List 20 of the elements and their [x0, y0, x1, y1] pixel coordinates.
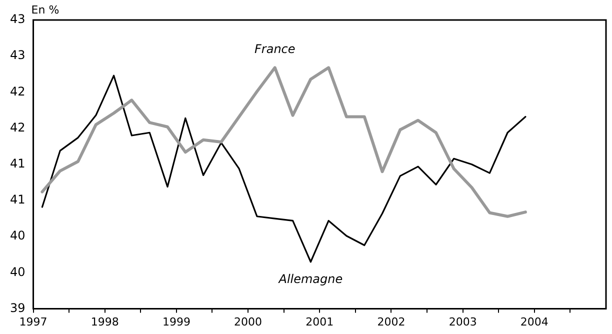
y-tick-label: 40 [10, 228, 26, 243]
y-tick-label: 39 [10, 300, 26, 315]
series-label: Allemagne [278, 272, 343, 286]
series-label: France [254, 42, 296, 56]
x-tick-label: 2004 [520, 315, 548, 328]
y-tick-label: 42 [10, 84, 26, 98]
x-tick-label: 2002 [377, 315, 406, 328]
y-axis-title: En % [31, 3, 60, 16]
y-tick-label: 41 [10, 192, 26, 207]
y-tick-label: 43 [10, 48, 26, 62]
y-tick-label: 43 [10, 12, 26, 26]
x-tick-label: 1998 [90, 315, 119, 328]
x-tick-label: 2000 [234, 315, 262, 328]
y-tick-label: 40 [10, 264, 26, 279]
y-tick-label: 42 [10, 120, 26, 134]
x-tick-label: 2003 [448, 315, 477, 328]
x-tick-label: 1997 [19, 315, 48, 328]
x-tick-label: 2001 [306, 315, 334, 328]
x-tick-label: 1999 [162, 315, 190, 328]
y-tick-label: 41 [10, 156, 26, 171]
